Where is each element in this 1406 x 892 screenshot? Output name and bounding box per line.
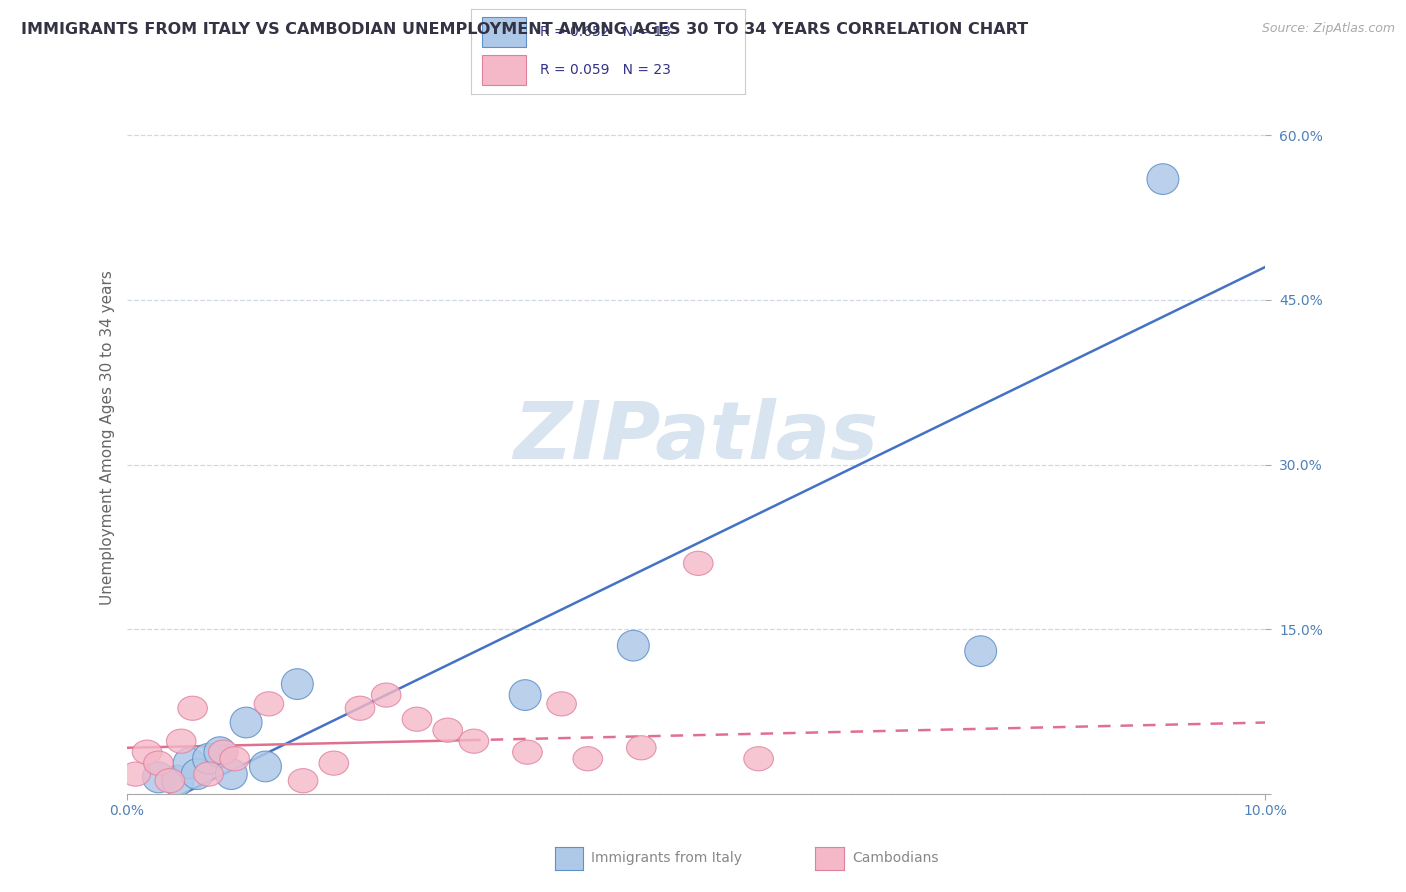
Text: ZIPatlas: ZIPatlas xyxy=(513,398,879,476)
FancyBboxPatch shape xyxy=(482,17,526,47)
Y-axis label: Unemployment Among Ages 30 to 34 years: Unemployment Among Ages 30 to 34 years xyxy=(100,269,115,605)
Ellipse shape xyxy=(627,736,657,760)
Ellipse shape xyxy=(402,707,432,731)
Ellipse shape xyxy=(744,747,773,771)
FancyBboxPatch shape xyxy=(482,54,526,85)
Ellipse shape xyxy=(193,743,225,774)
Ellipse shape xyxy=(173,747,205,779)
Ellipse shape xyxy=(194,762,224,786)
Ellipse shape xyxy=(547,692,576,716)
Text: Source: ZipAtlas.com: Source: ZipAtlas.com xyxy=(1261,22,1395,36)
Ellipse shape xyxy=(121,762,150,786)
Ellipse shape xyxy=(219,747,249,771)
Ellipse shape xyxy=(254,692,284,716)
Ellipse shape xyxy=(574,747,603,771)
Ellipse shape xyxy=(1147,164,1178,194)
Ellipse shape xyxy=(143,751,173,775)
Text: R = 0.059   N = 23: R = 0.059 N = 23 xyxy=(540,63,671,77)
Text: Immigrants from Italy: Immigrants from Italy xyxy=(591,851,741,865)
Text: IMMIGRANTS FROM ITALY VS CAMBODIAN UNEMPLOYMENT AMONG AGES 30 TO 34 YEARS CORREL: IMMIGRANTS FROM ITALY VS CAMBODIAN UNEMP… xyxy=(21,22,1028,37)
Ellipse shape xyxy=(509,680,541,710)
Ellipse shape xyxy=(617,631,650,661)
Ellipse shape xyxy=(155,769,184,793)
Ellipse shape xyxy=(249,751,281,781)
Ellipse shape xyxy=(460,729,489,753)
Ellipse shape xyxy=(181,759,214,789)
Ellipse shape xyxy=(346,696,375,721)
Ellipse shape xyxy=(132,740,162,764)
Ellipse shape xyxy=(177,696,208,721)
Ellipse shape xyxy=(319,751,349,775)
Ellipse shape xyxy=(208,740,238,764)
Ellipse shape xyxy=(513,740,543,764)
Ellipse shape xyxy=(231,707,262,738)
Text: Cambodians: Cambodians xyxy=(852,851,939,865)
Text: R = 0.652   N = 13: R = 0.652 N = 13 xyxy=(540,25,671,38)
Ellipse shape xyxy=(965,636,997,666)
Ellipse shape xyxy=(142,762,174,793)
Ellipse shape xyxy=(215,759,247,789)
Ellipse shape xyxy=(433,718,463,742)
Ellipse shape xyxy=(371,683,401,707)
Ellipse shape xyxy=(281,669,314,699)
Ellipse shape xyxy=(204,737,236,767)
Ellipse shape xyxy=(683,551,713,575)
Ellipse shape xyxy=(166,729,195,753)
Ellipse shape xyxy=(288,769,318,793)
Ellipse shape xyxy=(162,765,194,796)
